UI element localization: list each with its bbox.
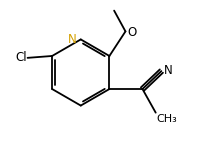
Text: CH₃: CH₃ bbox=[157, 114, 177, 124]
Text: N: N bbox=[164, 64, 172, 77]
Text: N: N bbox=[68, 33, 77, 46]
Text: Cl: Cl bbox=[15, 51, 27, 64]
Text: O: O bbox=[128, 26, 137, 39]
